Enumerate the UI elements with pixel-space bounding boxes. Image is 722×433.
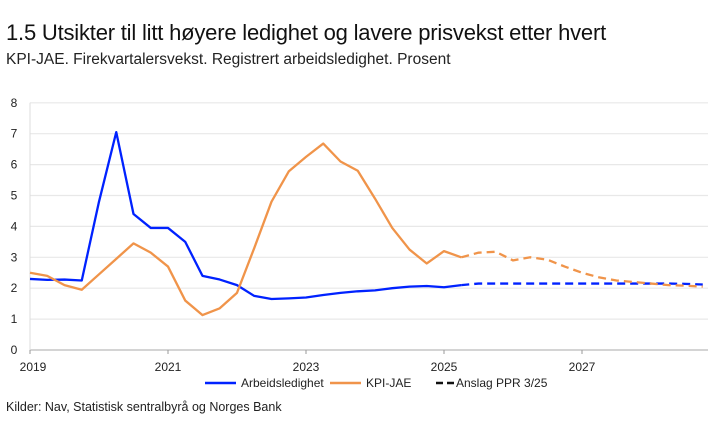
legend-label-kpi-jae: KPI-JAE xyxy=(366,376,411,390)
series-line-kpi-jae xyxy=(29,142,462,317)
y-tick-label: 7 xyxy=(11,127,18,141)
x-tick-label: 2025 xyxy=(431,360,458,374)
x-tick-label: 2019 xyxy=(20,360,47,374)
y-tick-label: 6 xyxy=(11,158,18,172)
chart-source: Kilder: Nav, Statistisk sentralbyrå og N… xyxy=(6,400,282,414)
chart-subtitle: KPI-JAE. Firekvartalersvekst. Registrert… xyxy=(6,51,451,68)
y-tick-label: 5 xyxy=(11,189,18,203)
x-tick-label: 2023 xyxy=(293,360,320,374)
y-tick-label: 1 xyxy=(11,312,18,326)
series-projection-arbeidsledighet xyxy=(461,282,703,287)
series-line-arbeidsledighet xyxy=(29,131,462,301)
legend: Arbeidsledighet KPI-JAE Anslag PPR 3/25 xyxy=(205,376,548,390)
x-tick-label: 2027 xyxy=(569,360,596,374)
series-projection-kpi-jae xyxy=(460,250,703,288)
legend-label-arbeidsledighet: Arbeidsledighet xyxy=(241,376,324,390)
chart-title: 1.5 Utsikter til litt høyere ledighet og… xyxy=(6,20,607,45)
y-tick-label: 4 xyxy=(11,219,18,233)
y-tick-label: 0 xyxy=(11,343,18,357)
legend-label-anslag: Anslag PPR 3/25 xyxy=(456,376,548,390)
y-tick-label: 2 xyxy=(11,281,18,295)
y-tick-label: 8 xyxy=(11,96,18,110)
y-tick-label: 3 xyxy=(11,250,18,264)
x-tick-label: 2021 xyxy=(155,360,182,374)
